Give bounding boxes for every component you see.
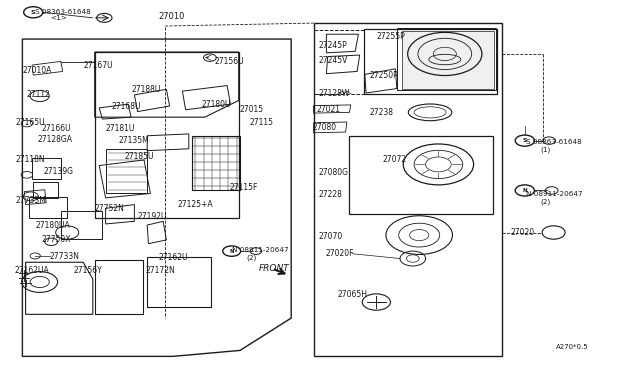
Text: 27752N: 27752N [95, 204, 125, 213]
Text: S 08363-61648: S 08363-61648 [35, 9, 91, 15]
Text: N: N [229, 248, 234, 254]
Text: 27733N: 27733N [50, 252, 80, 261]
Text: 27010: 27010 [159, 12, 185, 21]
Bar [147, 257, 211, 307]
Text: 27156Y: 27156Y [74, 266, 102, 275]
Text: 27192U: 27192U [138, 212, 167, 221]
Text: 27065H: 27065H [338, 290, 368, 299]
Text: 27115: 27115 [250, 118, 274, 127]
Text: N 08911-20647: N 08911-20647 [232, 247, 288, 253]
Text: 27185U: 27185U [125, 152, 154, 161]
Text: 27168U: 27168U [112, 102, 141, 110]
Text: N: N [522, 188, 527, 193]
Text: 27080G: 27080G [319, 169, 349, 177]
Bar [364, 29, 497, 94]
Text: 27245P: 27245P [319, 41, 348, 50]
Text: (2): (2) [246, 254, 257, 261]
Text: 27128W: 27128W [319, 89, 350, 98]
Text: N 08911-20647: N 08911-20647 [526, 191, 582, 197]
Text: 27112: 27112 [27, 90, 51, 99]
Text: 27162UA: 27162UA [14, 266, 49, 275]
Bar [29, 197, 67, 218]
Bar [61, 211, 102, 239]
Text: 27180UA: 27180UA [35, 221, 70, 230]
Text: 27015: 27015 [240, 105, 264, 114]
Text: FRONT: FRONT [259, 264, 290, 273]
Text: 27010A: 27010A [22, 66, 52, 75]
Text: 27020: 27020 [511, 228, 535, 237]
Text: S: S [522, 138, 527, 143]
Text: 27080: 27080 [312, 123, 337, 132]
Bar [33, 182, 58, 198]
Text: 27228: 27228 [319, 190, 342, 199]
Text: 27072: 27072 [383, 155, 407, 164]
Text: 27118N: 27118N [16, 155, 45, 164]
Text: 27162U: 27162U [159, 253, 188, 262]
Text: 27020F: 27020F [325, 249, 354, 258]
Bar [106, 149, 147, 193]
Bar [95, 52, 239, 218]
Text: 27750X: 27750X [42, 235, 71, 244]
Text: 27180U: 27180U [202, 100, 231, 109]
Polygon shape [402, 31, 494, 89]
Text: 27181U: 27181U [106, 124, 135, 133]
Text: (2): (2) [541, 198, 551, 205]
Text: 27238: 27238 [370, 108, 394, 117]
Bar [192, 136, 240, 190]
Text: 27128GA: 27128GA [37, 135, 72, 144]
Text: 27156U: 27156U [214, 57, 244, 66]
Text: 27167U: 27167U [83, 61, 113, 70]
Text: 27070: 27070 [319, 232, 343, 241]
Text: S: S [31, 10, 36, 15]
Text: <1>: <1> [50, 15, 67, 21]
Text: 27255P: 27255P [376, 32, 405, 41]
Text: 27245V: 27245V [319, 56, 348, 65]
Text: 27139G: 27139G [44, 167, 74, 176]
Text: 27250P: 27250P [370, 71, 399, 80]
Text: 27188U: 27188U [131, 85, 161, 94]
Bar [349, 136, 493, 214]
Text: 27166U: 27166U [42, 124, 71, 133]
Bar [95, 260, 143, 314]
Text: 27172N: 27172N [146, 266, 175, 275]
Text: 27165U: 27165U [16, 118, 45, 126]
Text: A270*0.5: A270*0.5 [556, 344, 588, 350]
Text: 27021: 27021 [317, 105, 341, 114]
Text: 27135M: 27135M [118, 136, 149, 145]
Text: 27125+A: 27125+A [178, 200, 214, 209]
Text: 27733M: 27733M [16, 196, 47, 205]
Text: S 08363-61648: S 08363-61648 [526, 139, 582, 145]
Bar [32, 158, 61, 179]
Text: 27115F: 27115F [229, 183, 257, 192]
Text: (1): (1) [541, 146, 551, 153]
